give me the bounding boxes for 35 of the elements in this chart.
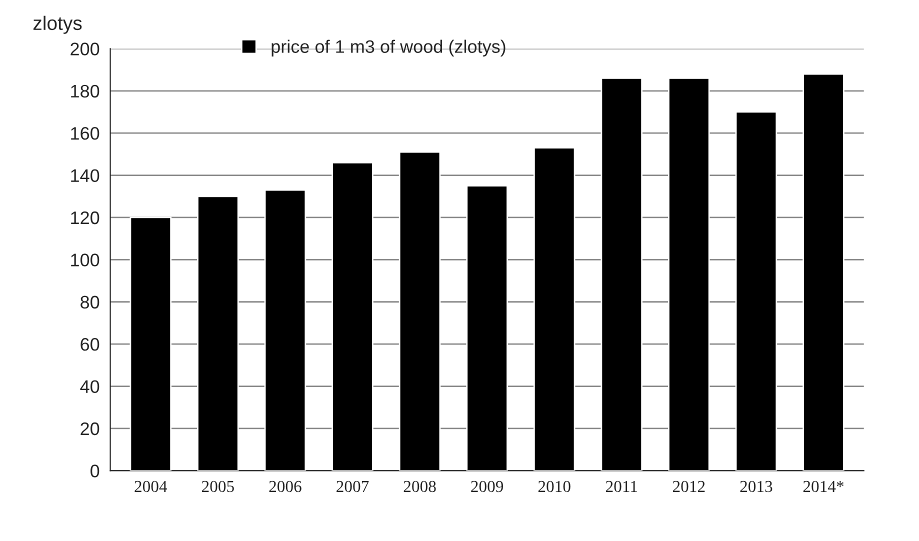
y-tick-label: 160 — [71, 127, 100, 140]
bar — [264, 189, 306, 471]
y-axis-title: zlotys — [33, 16, 82, 34]
y-tick-label: 120 — [71, 211, 100, 224]
bar — [466, 185, 508, 471]
bar — [802, 73, 844, 471]
bar — [533, 147, 576, 471]
x-tick-label: 2012 — [672, 480, 705, 492]
bar — [130, 216, 172, 471]
y-tick-label: 40 — [80, 380, 100, 393]
x-tick-label: 2013 — [740, 480, 772, 492]
x-tick-label: 2006 — [269, 480, 302, 492]
bar — [332, 162, 374, 471]
y-tick-label: 60 — [80, 338, 100, 351]
x-tick-label: 2010 — [538, 480, 570, 492]
x-tick-label: 2011 — [606, 480, 637, 492]
x-tick-label: 2005 — [202, 480, 234, 492]
y-tick-label: 100 — [71, 254, 100, 266]
y-tick-label: 0 — [90, 464, 100, 478]
y-tick-label: 20 — [80, 422, 100, 436]
x-tick-label: 2008 — [404, 480, 436, 492]
bar — [398, 151, 441, 471]
y-tick-label: 140 — [71, 169, 100, 182]
bar — [197, 196, 239, 471]
x-tick-label: 2007 — [336, 480, 369, 492]
y-tick-label: 80 — [80, 296, 100, 309]
y-tick-label: 180 — [71, 84, 100, 98]
y-tick-label: 200 — [70, 42, 100, 56]
bar — [668, 78, 710, 471]
x-tick-label: 2004 — [134, 480, 168, 492]
x-tick-label: 2009 — [471, 480, 504, 492]
legend-label: price of 1 m3 of wood (zlotys) — [272, 40, 506, 57]
bar — [735, 111, 778, 471]
x-tick-label: 2014* — [803, 480, 844, 492]
bar — [600, 78, 643, 471]
